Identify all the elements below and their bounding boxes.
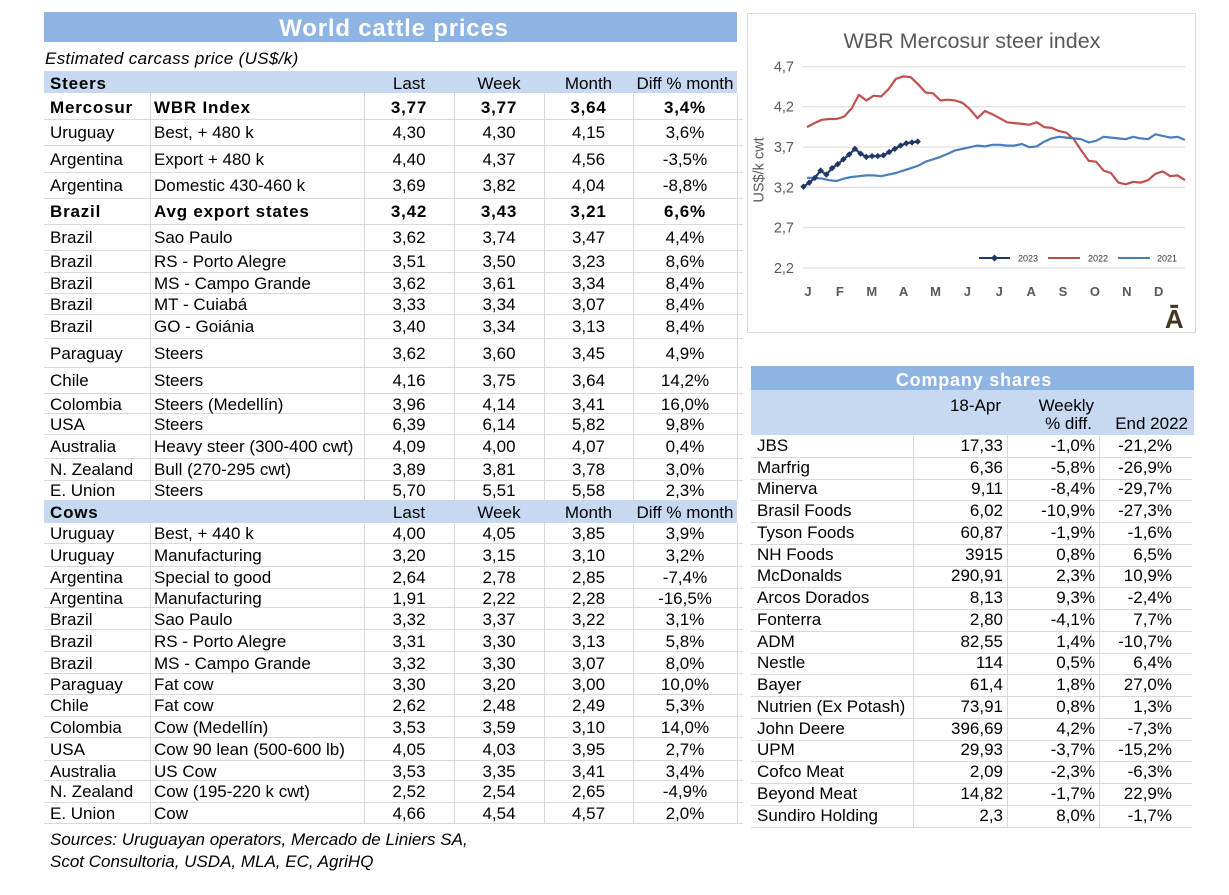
svg-text:J: J (804, 284, 811, 299)
svg-text:3,7: 3,7 (774, 140, 794, 156)
svg-text:US$/k cwt: US$/k cwt (752, 137, 768, 202)
svg-text:2,7: 2,7 (774, 221, 794, 237)
svg-text:A: A (899, 284, 909, 299)
svg-text:4,2: 4,2 (774, 100, 794, 116)
svg-text:D: D (1154, 284, 1163, 299)
svg-text:J: J (964, 284, 971, 299)
svg-text:2021: 2021 (1157, 254, 1177, 264)
svg-text:M: M (866, 284, 877, 299)
svg-text:O: O (1090, 284, 1100, 299)
svg-text:2022: 2022 (1088, 254, 1108, 264)
svg-text:WBR Mercosur steer index: WBR Mercosur steer index (844, 29, 1101, 53)
svg-text:4,7: 4,7 (774, 60, 794, 76)
svg-text:N: N (1122, 284, 1131, 299)
svg-text:M: M (930, 284, 941, 299)
svg-text:A: A (1165, 304, 1184, 333)
svg-text:J: J (996, 284, 1003, 299)
svg-text:S: S (1059, 284, 1068, 299)
svg-text:3,2: 3,2 (774, 180, 794, 196)
svg-text:2,2: 2,2 (774, 261, 794, 277)
svg-text:A: A (1027, 284, 1037, 299)
svg-text:2023: 2023 (1018, 254, 1038, 264)
svg-text:F: F (836, 284, 844, 299)
